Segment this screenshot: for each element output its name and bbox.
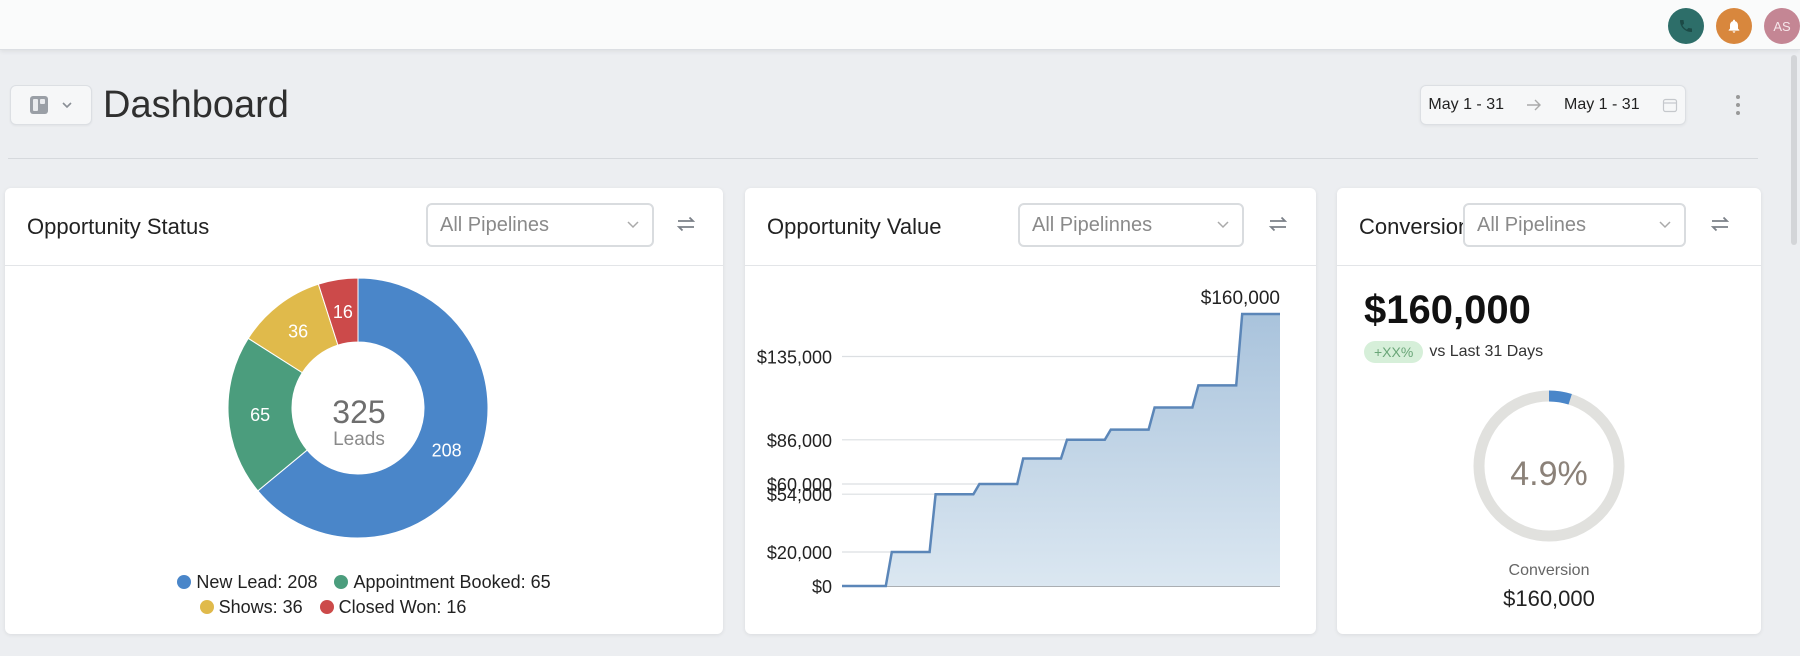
delta-row: +XX% vs Last 31 Days [1364,341,1543,363]
card-title: Opportunity Value [767,214,942,239]
opportunity-value-card: Opportunity Value All Pipelinnes $0 $20,0… [745,188,1316,634]
pipeline-select[interactable]: All Pipelines [426,203,654,247]
conversion-footer-value: $160,000 [1503,586,1595,611]
legend-item: Closed Won: 16 [319,597,466,617]
legend-item: Shows: 36 [199,597,303,617]
top-bar: AS [0,0,1800,50]
end-value-label: $160,000 [1201,288,1280,309]
card-title: Opportunity Status [27,214,210,239]
page-scrollbar[interactable] [1791,55,1797,245]
conversion-card: Conversion All Pipelines $160,000 +XX% v… [1337,188,1761,634]
arrow-right-icon [1527,99,1541,111]
date-start[interactable]: May 1 - 31 [1428,96,1504,113]
layout-icon [30,96,48,114]
chevron-down-icon [62,102,72,109]
y-tick-label: $135,000 [757,348,832,368]
pipeline-select[interactable]: All Pipelines [1463,203,1686,247]
donut-slice-label: 208 [432,441,462,461]
page-title: Dashboard [103,84,289,126]
delta-text: vs Last 31 Days [1429,343,1544,360]
date-end[interactable]: May 1 - 31 [1564,96,1640,113]
y-tick-label: $0 [812,577,832,597]
donut-slice [317,277,359,346]
calendar-icon[interactable] [1662,97,1678,113]
donut-slice-label: 16 [333,302,353,322]
user-avatar[interactable]: AS [1764,8,1800,44]
opportunity-status-donut: 208 65 36 16 [227,277,489,539]
opportunity-status-card: Opportunity Status All Pipelines 208 65 36… [5,188,723,634]
swap-icon[interactable] [1709,213,1731,235]
top-icons: AS [1668,8,1800,44]
phone-icon[interactable] [1668,8,1704,44]
conversion-value: $160,000 [1364,288,1531,332]
donut-slice [227,337,308,492]
card-title: Conversion [1359,214,1471,239]
delta-badge: +XX% [1364,341,1424,363]
chevron-down-icon [1217,221,1229,229]
swap-icon[interactable] [1267,213,1289,235]
area-fill [842,314,1280,586]
more-options-icon[interactable] [1732,92,1744,118]
donut-legend: New Lead: 208 Appointment Booked: 65 Sho… [5,570,723,620]
donut-slice-label: 65 [250,405,270,425]
view-toggle-button[interactable] [10,85,92,125]
y-tick-label: $60,000 [767,475,832,495]
legend-item: Appointment Booked: 65 [334,572,551,592]
date-range-picker[interactable]: May 1 - 31 May 1 - 31 [1420,85,1686,125]
y-tick-label: $54,000 [767,485,832,505]
series-line [842,312,1280,588]
pipeline-select-value: All Pipelinnes [1032,214,1153,236]
y-tick-label: $20,000 [767,543,832,563]
donut-center-value: 325 [332,394,386,430]
bell-icon[interactable] [1716,8,1752,44]
donut-slice [257,277,489,539]
opportunity-value-chart: $0 $20,000 $54,000$60,000 $86,000 $135,000 $1… [757,288,1280,597]
pipeline-select-value: All Pipelines [1477,214,1586,236]
pipeline-select[interactable]: All Pipelinnes [1018,203,1244,247]
y-tick-label: $86,000 [767,431,832,451]
chevron-down-icon [1659,221,1671,229]
page-header: Dashboard May 1 - 31 May 1 - 31 [0,50,1800,160]
gauge-value: 4.9% [1510,455,1588,493]
legend-item: New Lead: 208 [177,572,317,592]
chevron-down-icon [627,221,639,229]
header-divider [8,158,1758,159]
pipeline-select-value: All Pipelines [440,214,549,236]
conversion-gauge [1473,390,1625,542]
gauge-fill [1548,390,1572,405]
donut-slice-label: 36 [288,321,308,341]
conversion-footer-label: Conversion [1508,562,1590,579]
swap-icon[interactable] [675,213,697,235]
donut-center-label: Leads [333,429,385,450]
